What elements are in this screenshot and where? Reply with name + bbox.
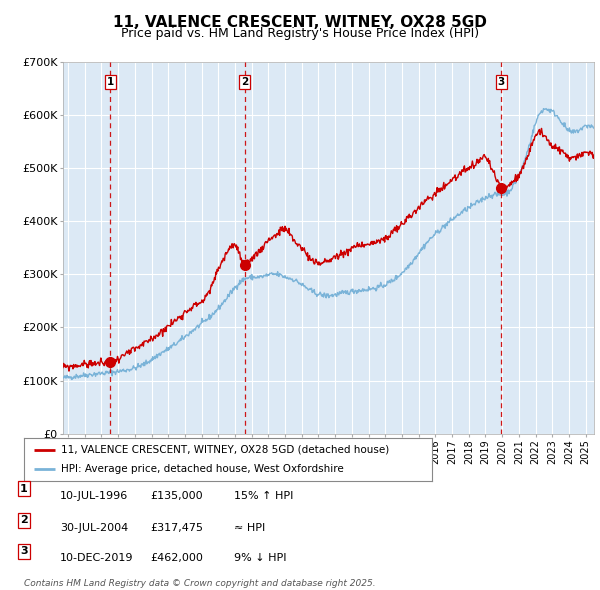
Text: 1: 1 xyxy=(20,484,28,493)
Text: 15% ↑ HPI: 15% ↑ HPI xyxy=(234,491,293,501)
Text: ≈ HPI: ≈ HPI xyxy=(234,523,265,533)
Text: Contains HM Land Registry data © Crown copyright and database right 2025.
This d: Contains HM Land Registry data © Crown c… xyxy=(24,579,376,590)
Text: 3: 3 xyxy=(20,546,28,556)
Text: 10-DEC-2019: 10-DEC-2019 xyxy=(60,553,133,563)
Text: HPI: Average price, detached house, West Oxfordshire: HPI: Average price, detached house, West… xyxy=(61,464,343,474)
Text: 11, VALENCE CRESCENT, WITNEY, OX28 5GD: 11, VALENCE CRESCENT, WITNEY, OX28 5GD xyxy=(113,15,487,30)
Text: £317,475: £317,475 xyxy=(150,523,203,533)
Text: 1: 1 xyxy=(107,77,114,87)
Text: Price paid vs. HM Land Registry's House Price Index (HPI): Price paid vs. HM Land Registry's House … xyxy=(121,27,479,40)
Text: 9% ↓ HPI: 9% ↓ HPI xyxy=(234,553,287,563)
Text: 10-JUL-1996: 10-JUL-1996 xyxy=(60,491,128,501)
Text: £462,000: £462,000 xyxy=(150,553,203,563)
Text: 30-JUL-2004: 30-JUL-2004 xyxy=(60,523,128,533)
Text: 3: 3 xyxy=(497,77,505,87)
Text: 2: 2 xyxy=(20,516,28,525)
Text: 2: 2 xyxy=(241,77,248,87)
Text: 11, VALENCE CRESCENT, WITNEY, OX28 5GD (detached house): 11, VALENCE CRESCENT, WITNEY, OX28 5GD (… xyxy=(61,445,389,455)
Text: £135,000: £135,000 xyxy=(150,491,203,501)
